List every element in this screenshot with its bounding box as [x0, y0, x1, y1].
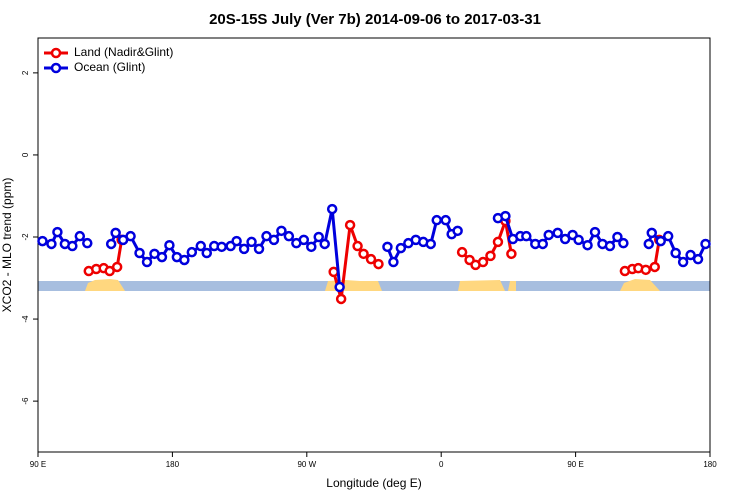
point: [456, 246, 468, 258]
point: [186, 246, 198, 258]
x-tick-label: 180: [703, 460, 717, 469]
point: [692, 253, 704, 265]
point: [612, 231, 623, 243]
point: [253, 243, 265, 255]
point: [52, 226, 63, 238]
point: [334, 281, 345, 293]
point: [618, 237, 629, 249]
point: [46, 238, 57, 250]
x-tick-label: 90 W: [297, 460, 316, 469]
point: [500, 210, 511, 222]
point: [492, 236, 504, 248]
point: [395, 242, 407, 254]
point: [104, 265, 115, 277]
x-tick-label: 0: [439, 460, 444, 469]
point: [111, 261, 123, 273]
point: [604, 240, 616, 252]
point: [179, 254, 190, 266]
point: [643, 238, 655, 250]
point: [640, 264, 652, 276]
point: [552, 227, 563, 239]
point: [298, 234, 310, 246]
chart-title: 20S-15S July (Ver 7b) 2014-09-06 to 2017…: [209, 11, 541, 28]
y-tick-label: 2: [21, 70, 30, 75]
y-tick-label: -4: [21, 315, 30, 323]
point: [344, 219, 356, 231]
point: [276, 225, 287, 237]
point: [335, 293, 347, 305]
point: [425, 238, 436, 250]
point: [589, 226, 601, 238]
point: [125, 230, 136, 242]
point: [110, 227, 121, 239]
point: [105, 238, 117, 250]
x-tick-label: 180: [166, 460, 180, 469]
legend-label: Land (Nadir&Glint): [74, 45, 173, 59]
land-ocean-strip: [38, 279, 710, 291]
x-tick-label: 90 E: [30, 460, 46, 469]
point: [238, 243, 250, 255]
point: [373, 258, 384, 270]
point: [382, 241, 393, 253]
point: [134, 247, 145, 259]
point: [573, 234, 584, 246]
point: [582, 239, 593, 251]
y-axis-label: XCO2 - MLO trend (ppm): [0, 178, 14, 313]
x-axis-label: Longitude (deg E): [326, 476, 421, 490]
point: [358, 248, 369, 260]
legend-marker: [50, 62, 62, 74]
point: [649, 261, 660, 273]
legend-label: Ocean (Glint): [74, 60, 145, 74]
x-tick-label: 90 E: [567, 460, 583, 469]
point: [195, 240, 207, 252]
point: [352, 240, 363, 252]
y-tick-label: 0: [21, 152, 30, 157]
point: [283, 230, 295, 242]
point: [67, 240, 78, 252]
point: [485, 250, 496, 262]
point: [74, 230, 86, 242]
point: [141, 256, 153, 268]
point: [326, 203, 338, 215]
point: [477, 256, 489, 268]
y-tick-label: -6: [21, 397, 30, 405]
point: [313, 231, 324, 243]
point: [440, 214, 451, 226]
point: [365, 253, 377, 265]
point: [506, 248, 517, 260]
point: [646, 227, 658, 239]
point: [655, 235, 666, 247]
point: [537, 238, 548, 250]
point: [662, 230, 674, 242]
point: [559, 233, 571, 245]
point: [306, 241, 317, 253]
point: [268, 234, 280, 246]
point: [82, 237, 93, 249]
point: [388, 256, 399, 268]
legend-marker: [50, 47, 62, 59]
y-tick-label: -2: [21, 233, 30, 241]
point: [201, 247, 212, 259]
point: [319, 238, 330, 250]
point: [685, 249, 696, 261]
point: [216, 241, 227, 253]
point: [246, 236, 257, 248]
point: [156, 251, 168, 263]
point: [521, 230, 532, 242]
point: [677, 256, 689, 268]
point: [231, 235, 242, 247]
point: [37, 235, 48, 247]
point: [452, 225, 463, 237]
point: [543, 229, 554, 241]
point: [670, 247, 681, 259]
point: [164, 239, 175, 251]
point: [431, 214, 442, 226]
point: [700, 238, 711, 250]
